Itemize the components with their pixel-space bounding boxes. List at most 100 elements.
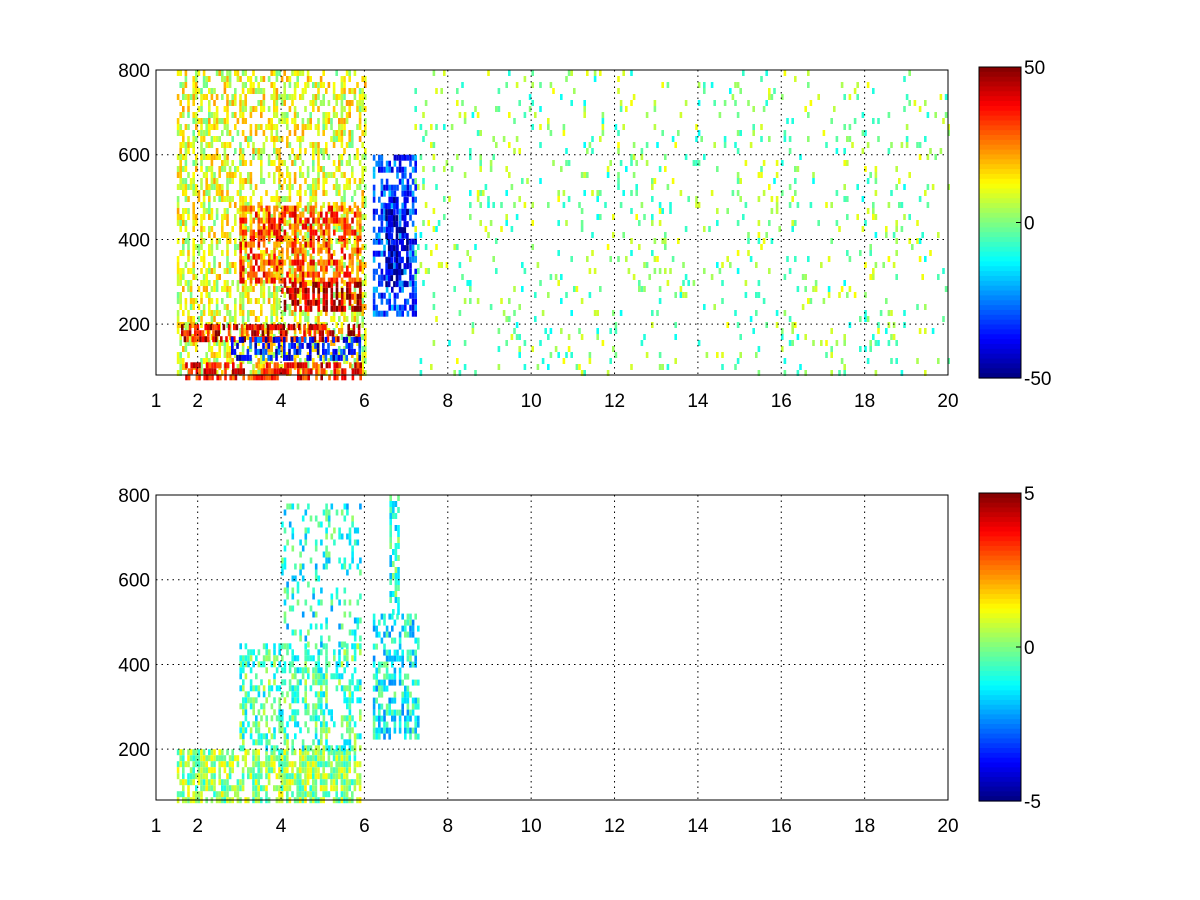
heatmap-cell bbox=[319, 256, 323, 262]
heatmap-cell bbox=[353, 336, 356, 343]
heatmap-cell bbox=[312, 142, 315, 148]
heatmap-cell bbox=[393, 160, 397, 167]
heatmap-cell bbox=[317, 148, 320, 154]
heatmap-cell bbox=[270, 160, 273, 166]
heatmap-cell bbox=[187, 761, 190, 768]
heatmap-cell bbox=[187, 755, 190, 762]
heatmap-cell bbox=[411, 304, 415, 311]
heatmap-cell bbox=[239, 643, 242, 650]
heatmap-cell bbox=[275, 259, 279, 266]
heatmap-cell bbox=[403, 281, 407, 288]
heatmap-cell bbox=[221, 340, 224, 346]
heatmap-cell bbox=[257, 208, 260, 214]
heatmap-cell bbox=[356, 316, 359, 322]
heatmap-cell bbox=[378, 709, 381, 716]
heatmap-cell bbox=[760, 124, 763, 130]
heatmap-cell bbox=[242, 271, 245, 278]
heatmap-cell bbox=[192, 214, 195, 220]
heatmap-cell bbox=[390, 269, 394, 276]
heatmap-cell bbox=[843, 334, 846, 340]
heatmap-cell bbox=[213, 268, 216, 274]
heatmap-cell bbox=[320, 205, 323, 212]
heatmap-cell bbox=[239, 202, 242, 208]
heatmap-cell bbox=[307, 727, 310, 734]
heatmap-cell bbox=[286, 593, 289, 600]
heatmap-cell bbox=[403, 227, 407, 234]
heatmap-cell bbox=[348, 271, 352, 278]
heatmap-cell bbox=[859, 316, 862, 322]
heatmap-cell bbox=[223, 346, 227, 352]
heatmap-cell bbox=[356, 262, 359, 268]
heatmap-cell bbox=[505, 220, 508, 226]
heatmap-cell bbox=[257, 100, 260, 106]
heatmap-cell bbox=[291, 587, 295, 594]
heatmap-cell bbox=[182, 755, 185, 762]
heatmap-cell bbox=[314, 316, 318, 322]
heatmap-cell bbox=[414, 292, 417, 299]
heatmap-cell bbox=[309, 196, 312, 202]
heatmap-cell bbox=[549, 82, 553, 88]
heatmap-cell bbox=[327, 727, 331, 734]
heatmap-cell bbox=[567, 196, 571, 202]
heatmap-cell bbox=[227, 330, 231, 337]
heatmap-cell bbox=[296, 223, 300, 230]
heatmap-cell bbox=[273, 160, 276, 166]
heatmap-cell bbox=[294, 271, 297, 278]
heatmap-cell bbox=[176, 791, 180, 798]
heatmap-cell bbox=[356, 281, 360, 288]
heatmap-cell bbox=[351, 142, 354, 148]
heatmap-cell bbox=[273, 755, 276, 762]
heatmap-cell bbox=[187, 250, 190, 256]
heatmap-cell bbox=[531, 220, 534, 226]
heatmap-cell bbox=[385, 263, 388, 270]
heatmap-cell bbox=[215, 358, 219, 364]
heatmap-cell bbox=[257, 229, 261, 236]
heatmap-cell bbox=[567, 334, 571, 340]
heatmap-cell bbox=[283, 785, 286, 792]
heatmap-cell bbox=[343, 298, 346, 304]
heatmap-cell bbox=[304, 190, 307, 196]
heatmap-cell bbox=[301, 223, 305, 230]
heatmap-cell bbox=[239, 229, 242, 236]
heatmap-cell bbox=[338, 679, 341, 686]
heatmap-cell bbox=[301, 755, 305, 762]
heatmap-cell bbox=[335, 667, 339, 674]
heatmap-cell bbox=[322, 293, 326, 300]
heatmap-cell bbox=[312, 767, 315, 774]
heatmap-cell bbox=[916, 304, 919, 310]
heatmap-cell bbox=[294, 247, 297, 254]
heatmap-cell bbox=[317, 310, 320, 316]
heatmap-cell bbox=[372, 655, 376, 662]
heatmap-cell bbox=[228, 142, 232, 148]
colorbar-swatch bbox=[979, 295, 1021, 301]
heatmap-cell bbox=[234, 238, 237, 244]
heatmap-cell bbox=[361, 106, 364, 112]
heatmap-cell bbox=[565, 220, 568, 226]
heatmap-cell bbox=[319, 244, 323, 250]
heatmap-cell bbox=[573, 286, 576, 292]
heatmap-cell bbox=[254, 88, 258, 94]
heatmap-cell bbox=[351, 745, 354, 752]
heatmap-cell bbox=[320, 599, 323, 606]
heatmap-cell bbox=[406, 298, 410, 305]
heatmap-cell bbox=[323, 368, 326, 375]
heatmap-cell bbox=[275, 106, 279, 112]
heatmap-cell bbox=[179, 334, 182, 340]
heatmap-cell bbox=[270, 196, 273, 202]
heatmap-cell bbox=[241, 106, 245, 112]
heatmap-cell bbox=[260, 229, 263, 236]
heatmap-cell bbox=[286, 136, 289, 142]
heatmap-cell bbox=[286, 94, 289, 100]
heatmap-cell bbox=[195, 374, 199, 381]
heatmap-cell bbox=[601, 124, 605, 130]
heatmap-cell bbox=[390, 263, 394, 270]
heatmap-cell bbox=[268, 368, 271, 375]
heatmap-cell bbox=[275, 304, 279, 310]
heatmap-cell bbox=[401, 304, 404, 311]
heatmap-cell bbox=[320, 679, 323, 686]
heatmap-cell bbox=[268, 739, 271, 746]
heatmap-cell bbox=[304, 256, 307, 262]
heatmap-cell bbox=[189, 340, 193, 346]
heatmap-cell bbox=[252, 142, 255, 148]
heatmap-cell bbox=[196, 324, 200, 331]
